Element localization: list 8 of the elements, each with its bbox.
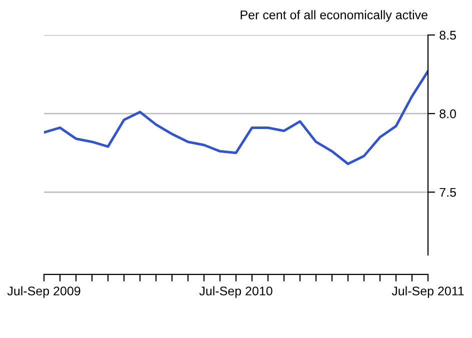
x-tick-label: Jul-Sep 2010 xyxy=(199,286,272,298)
y-axis-title: Per cent of all economically active xyxy=(240,10,428,22)
y-tick-label: 7.5 xyxy=(440,188,456,197)
line-series xyxy=(44,70,428,166)
x-tick-label: Jul-Sep 2011 xyxy=(392,286,464,298)
y-tick-label: 8.0 xyxy=(440,109,456,118)
x-tick-label: Jul-Sep 2009 xyxy=(7,286,80,298)
y-tick-label: 8.5 xyxy=(440,30,456,40)
